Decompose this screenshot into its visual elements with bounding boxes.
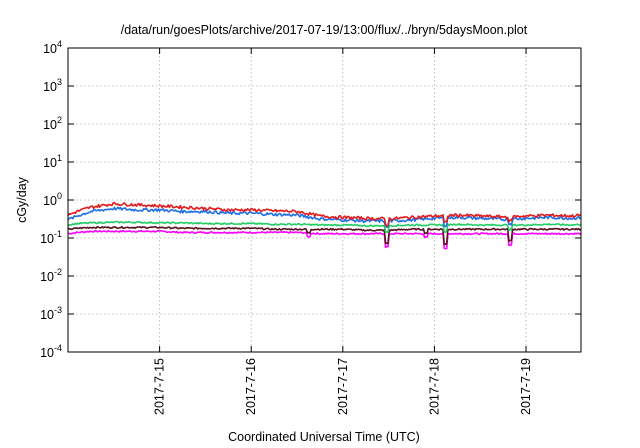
y-tick-label: 10-1 — [40, 229, 62, 246]
y-tick-labels: 10-4 10-3 10-2 10-1 100 101 102 103 104 — [40, 39, 62, 360]
y-tick-label: 10-3 — [40, 305, 62, 322]
x-tick-label: 2017-7-15 — [153, 358, 167, 415]
x-axis-label: Coordinated Universal Time (UTC) — [228, 430, 420, 444]
x-tick-label: 2017-7-17 — [336, 358, 350, 415]
y-tick-label: 103 — [43, 77, 62, 94]
y-axis-label: cGy/day — [15, 176, 29, 223]
series-layer — [67, 201, 582, 250]
y-tick-label: 10-2 — [40, 267, 62, 284]
grid — [68, 48, 581, 352]
x-tick-label: 2017-7-16 — [244, 358, 258, 415]
y-tick-label: 101 — [43, 153, 62, 170]
series-red-line — [67, 201, 582, 227]
series-magenta-line — [67, 229, 582, 250]
y-tick-label: 104 — [43, 39, 62, 56]
x-tick-label: 2017-7-18 — [427, 358, 441, 415]
y-tick-label: 10-4 — [40, 343, 62, 360]
x-tick-labels: 2017-7-15 2017-7-16 2017-7-17 2017-7-18 2017… — [153, 358, 533, 415]
x-tick-label: 2017-7-19 — [519, 358, 533, 415]
series-green-line — [67, 220, 582, 234]
chart-title: /data/run/goesPlots/archive/2017-07-19/1… — [121, 23, 528, 37]
series-dark-line — [67, 225, 582, 246]
y-tick-label: 100 — [43, 191, 62, 208]
y-tick-label: 102 — [43, 115, 62, 132]
axes — [67, 47, 582, 353]
plot-frame — [67, 47, 582, 353]
